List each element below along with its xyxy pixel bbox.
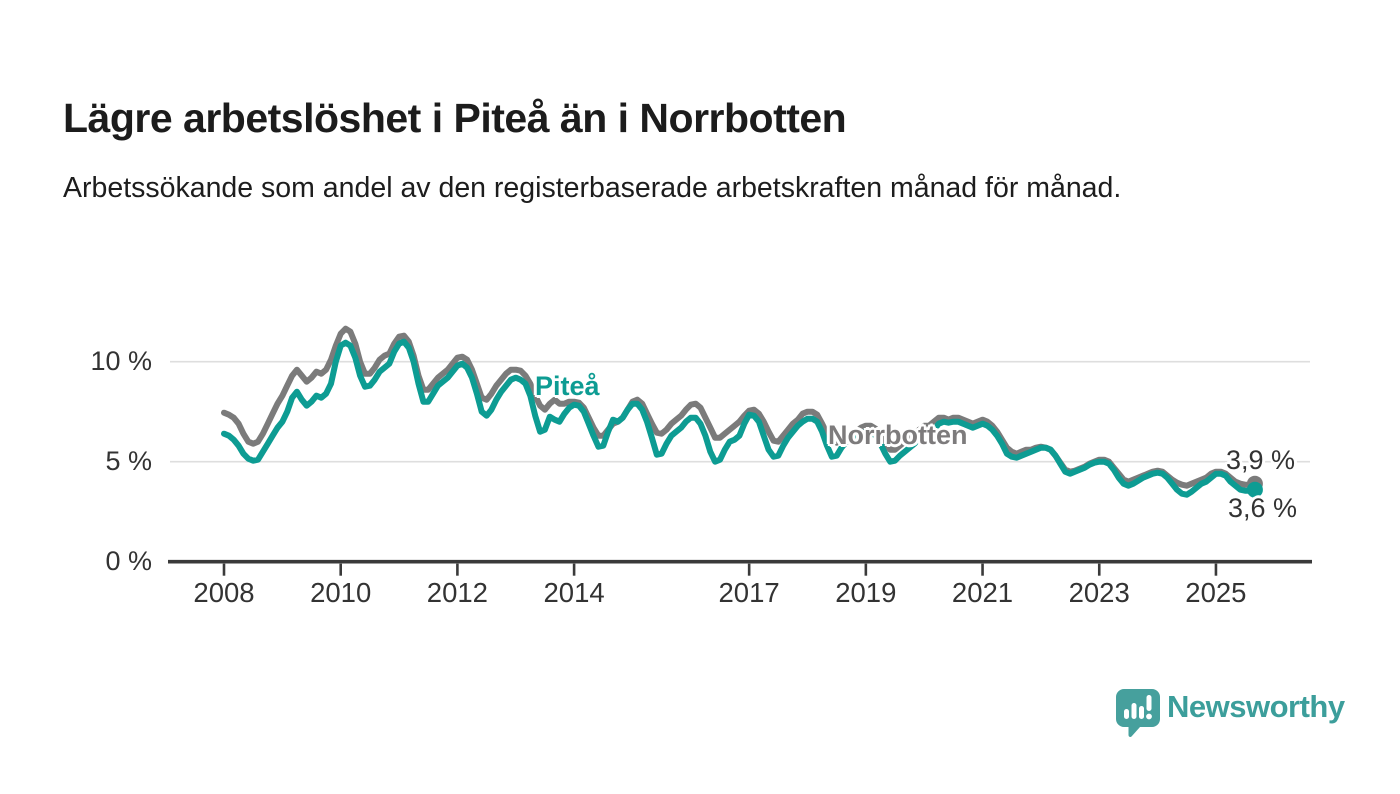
page-subtitle: Arbetssökande som andel av den registerb… xyxy=(63,172,1122,204)
y-tick-10: 10 % xyxy=(90,346,152,376)
series-label-pitea: Piteå xyxy=(535,371,600,401)
x-tick-2025: 2025 xyxy=(1185,577,1247,608)
series-end-dot-piteå xyxy=(1246,481,1263,498)
x-tick-2019: 2019 xyxy=(835,577,897,608)
page-title: Lägre arbetslöshet i Piteå än i Norrbott… xyxy=(63,95,847,142)
brand-name: Newsworthy xyxy=(1167,689,1345,724)
end-value-pitea: 3,6 % xyxy=(1228,493,1298,523)
x-tick-2023: 2023 xyxy=(1068,577,1130,608)
y-tick-5: 5 % xyxy=(105,446,152,476)
end-value-norrbotten: 3,9 % xyxy=(1226,445,1296,475)
y-tick-0: 0 % xyxy=(105,546,152,576)
bar-chart-speech-bubble-icon xyxy=(1116,689,1160,737)
x-tick-2014: 2014 xyxy=(543,577,605,608)
x-tick-2021: 2021 xyxy=(951,577,1014,608)
x-tick-2008: 2008 xyxy=(193,577,255,608)
x-tick-2012: 2012 xyxy=(426,577,488,608)
newsworthy-logo: Newsworthy xyxy=(1115,688,1345,738)
series-line-piteå xyxy=(221,338,1258,498)
x-tick-2010: 2010 xyxy=(310,577,372,608)
series-label-norrbotten: Norrbotten xyxy=(828,420,968,450)
x-tick-2017: 2017 xyxy=(718,577,780,608)
